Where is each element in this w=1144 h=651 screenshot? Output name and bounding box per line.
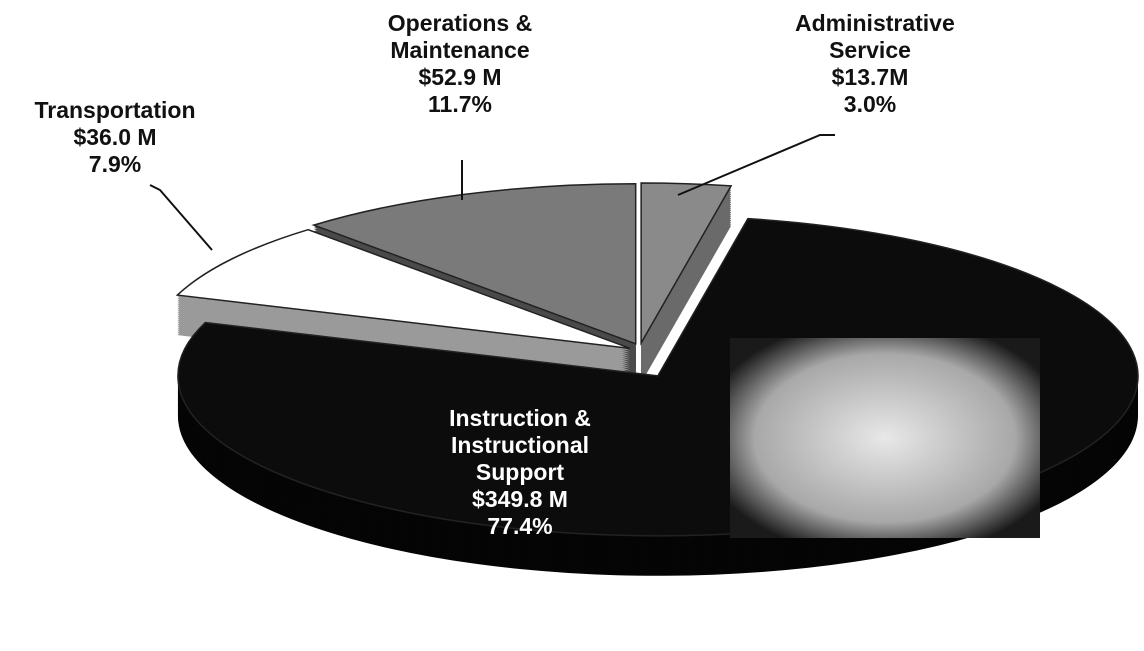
percent: 3.0% xyxy=(755,91,985,118)
leader-line xyxy=(150,185,212,250)
slice-label: Administrative Service $13.7M 3.0% xyxy=(755,10,985,118)
chart: Administrative Service $13.7M 3.0% Instr… xyxy=(0,0,1144,651)
slice-label: Instruction & Instructional Support $349… xyxy=(420,405,620,540)
category: Transportation xyxy=(0,97,230,124)
slice-label: Operations & Maintenance $52.9 M 11.7% xyxy=(345,10,575,118)
amount: $36.0 M xyxy=(0,124,230,151)
category: Operations & Maintenance xyxy=(365,10,555,64)
percent: 11.7% xyxy=(345,91,575,118)
category: Instruction & Instructional Support xyxy=(430,405,610,486)
percent: 77.4% xyxy=(420,513,620,540)
amount: $349.8 M xyxy=(420,486,620,513)
leader-line xyxy=(678,135,835,195)
amount: $52.9 M xyxy=(345,64,575,91)
category: Administrative Service xyxy=(795,10,945,64)
amount: $13.7M xyxy=(755,64,985,91)
percent: 7.9% xyxy=(0,151,230,178)
slice-label: Transportation $36.0 M 7.9% xyxy=(0,97,230,178)
photo xyxy=(730,338,1040,538)
